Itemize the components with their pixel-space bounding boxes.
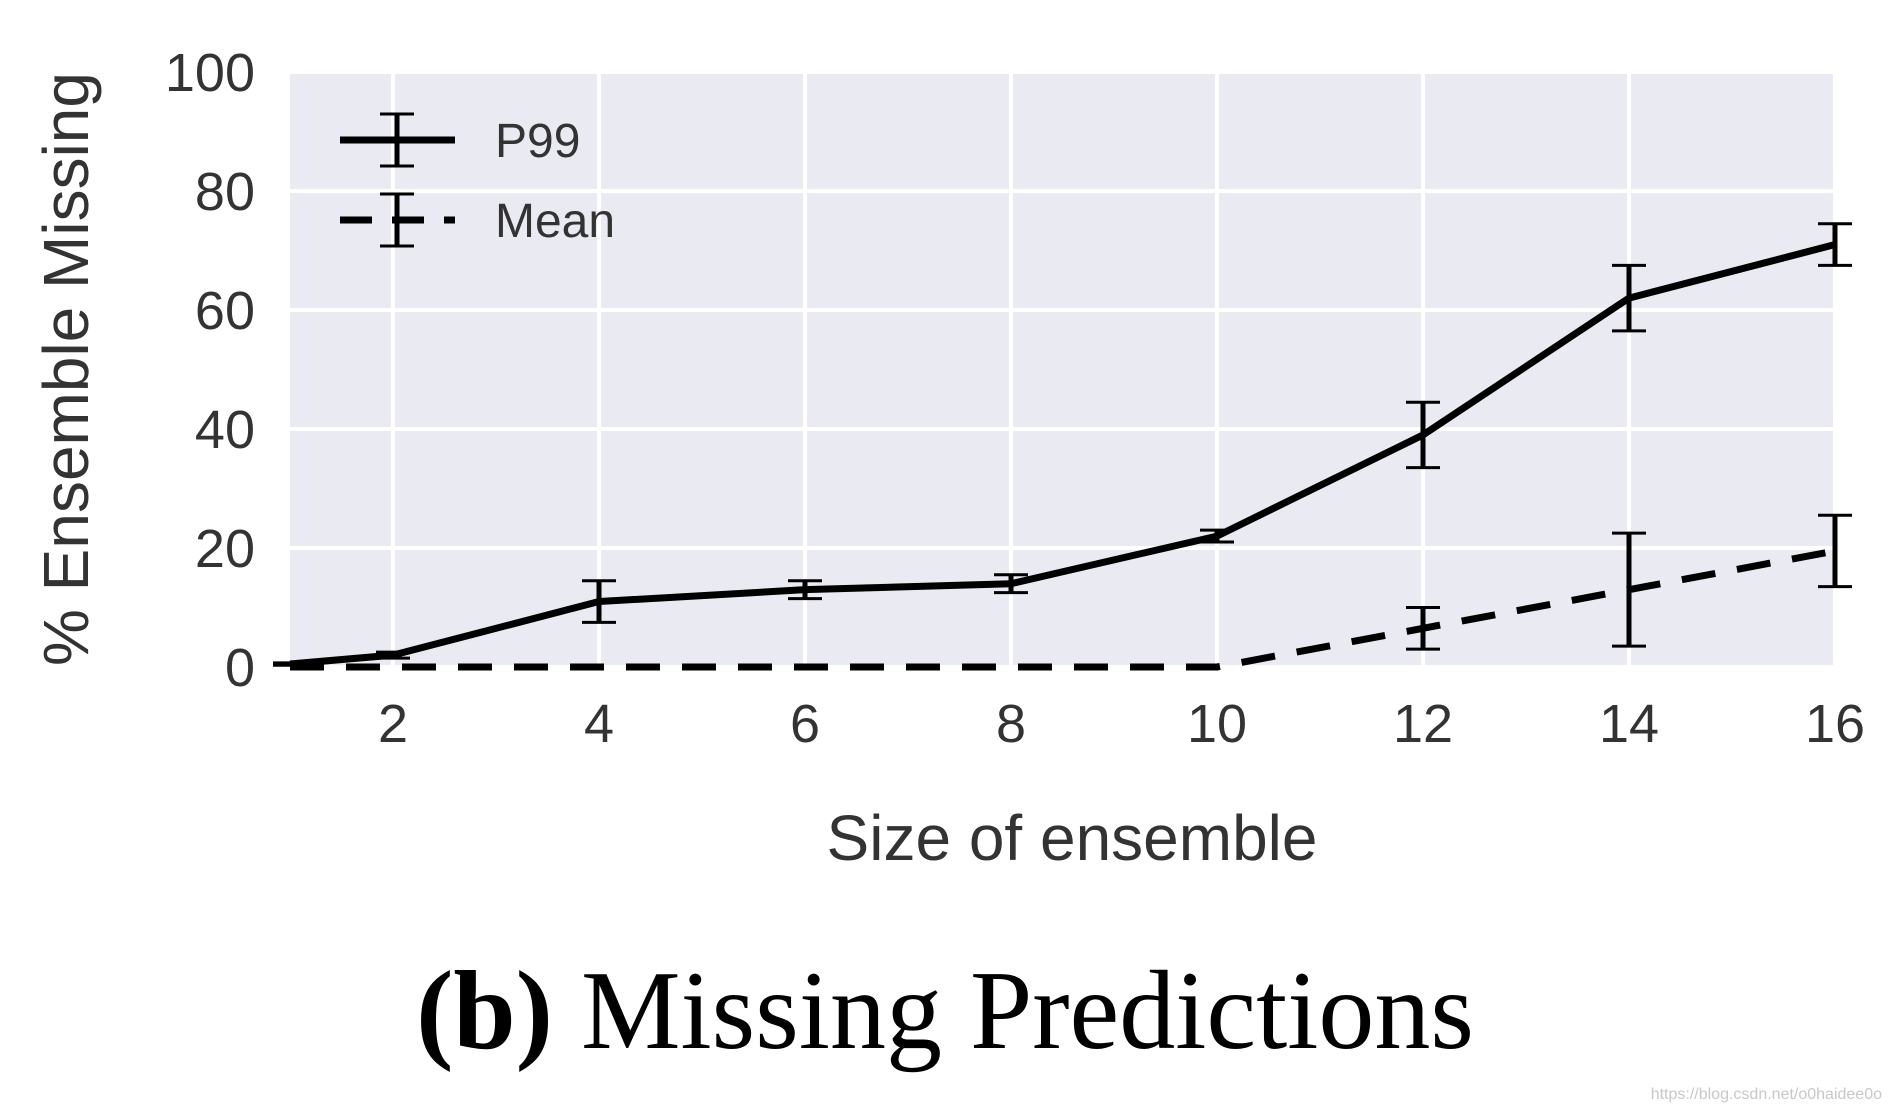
series-p99: [273, 222, 1852, 668]
x-tick-label: 10: [1187, 694, 1247, 754]
x-tick-label: 2: [378, 694, 408, 754]
y-tick-label: 20: [195, 519, 255, 579]
x-tick-label: 6: [790, 694, 820, 754]
legend: P99 Mean: [340, 112, 615, 248]
x-axis-label: Size of ensemble: [827, 802, 1318, 874]
watermark: https://blog.csdn.net/o0haidee0o: [1650, 1086, 1882, 1103]
x-tick-label: 12: [1393, 694, 1453, 754]
plot-area: [290, 72, 1835, 667]
y-tick-label: 0: [225, 638, 255, 698]
legend-p99-label: P99: [495, 115, 580, 168]
legend-mean-label: Mean: [495, 195, 615, 248]
x-tick-label: 16: [1805, 694, 1865, 754]
y-tick-label: 80: [195, 162, 255, 222]
x-tick-label: 8: [996, 694, 1026, 754]
caption-label: (b): [416, 949, 553, 1073]
y-tick-label: 60: [195, 281, 255, 341]
caption-text: Missing Predictions: [552, 949, 1474, 1073]
x-tick-label: 14: [1599, 694, 1659, 754]
y-tick-label: 40: [195, 400, 255, 460]
series-line-mean: [290, 547, 1836, 671]
y-ticks: 0 20 40 60 80 100: [165, 43, 255, 698]
chart: 2 4 6 8 10 12 14 16 0 20 40 60 80 100 Size of ensemb…: [30, 43, 1865, 874]
series-layer: [273, 222, 1852, 671]
x-ticks: 2 4 6 8 10 12 14 16: [378, 694, 1865, 754]
y-axis-label: % Ensemble Missing: [30, 72, 102, 666]
series-mean: [290, 513, 1852, 671]
x-tick-label: 4: [584, 694, 614, 754]
y-tick-label: 100: [165, 43, 255, 103]
figure-caption: (b) Missing Predictions: [0, 955, 1890, 1067]
